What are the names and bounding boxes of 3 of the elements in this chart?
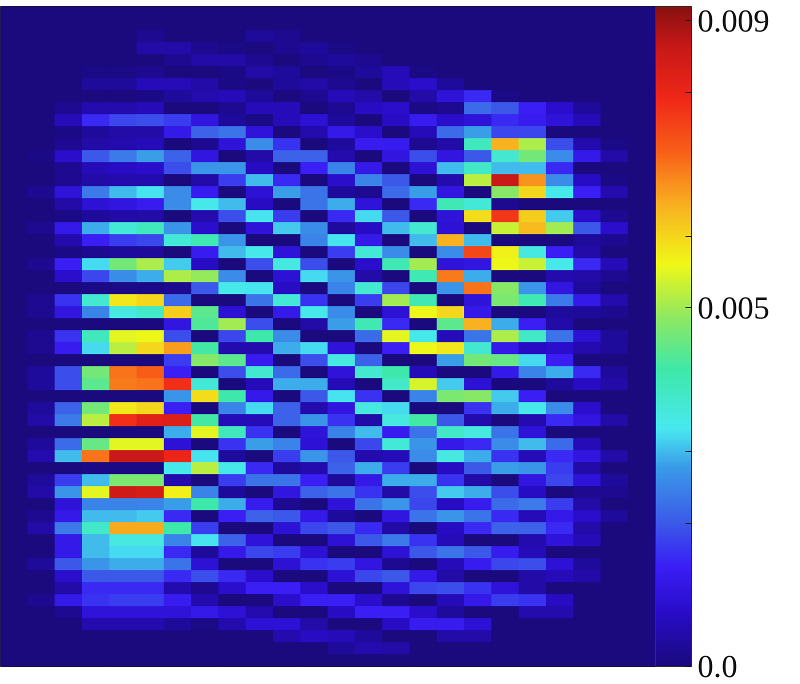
- color-bar-label: 0.005: [698, 289, 770, 326]
- color-bar-label: 0.0: [698, 648, 738, 684]
- color-bar-label: 0.009: [698, 2, 770, 38]
